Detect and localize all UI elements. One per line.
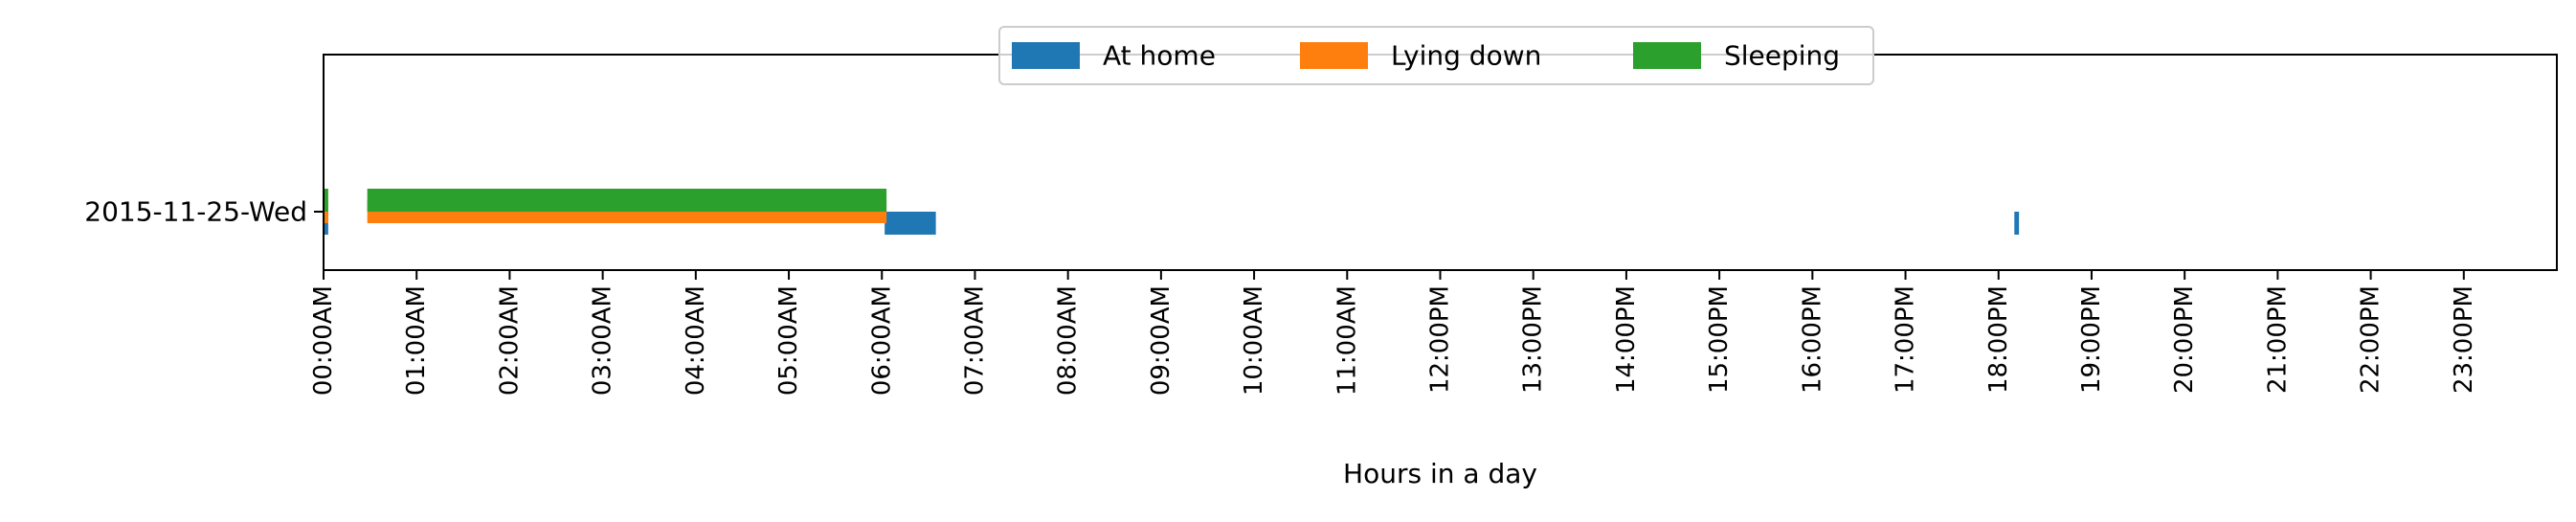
bar-marks bbox=[324, 189, 2020, 235]
bar-at-home-1 bbox=[885, 212, 936, 235]
x-tick-label: 06:00AM bbox=[867, 285, 896, 396]
x-tick-label: 21:00PM bbox=[2263, 285, 2292, 394]
x-tick-label: 11:00AM bbox=[1333, 285, 1361, 396]
x-tick-label: 17:00PM bbox=[1892, 285, 1920, 394]
x-tick-label: 00:00AM bbox=[309, 285, 338, 396]
bar-sleeping-1 bbox=[367, 189, 887, 212]
y-tick-label: 2015-11-25-Wed bbox=[84, 196, 307, 228]
x-tick-label: 16:00PM bbox=[1798, 285, 1826, 394]
bar-at-home-2 bbox=[2014, 212, 2020, 235]
y-axis-ticks: 2015-11-25-Wed bbox=[84, 196, 324, 228]
x-tick-label: 01:00AM bbox=[402, 285, 431, 396]
x-tick-label: 08:00AM bbox=[1054, 285, 1083, 396]
x-tick-label: 02:00AM bbox=[495, 285, 524, 396]
legend-label: Sleeping bbox=[1724, 40, 1840, 72]
legend-box bbox=[998, 26, 1874, 85]
bar-sleeping-0 bbox=[324, 189, 328, 212]
legend-swatch-lying-down bbox=[1300, 42, 1368, 69]
x-tick-label: 18:00PM bbox=[1984, 285, 2013, 394]
x-tick-label: 20:00PM bbox=[2170, 285, 2199, 394]
x-tick-label: 15:00PM bbox=[1705, 285, 1734, 394]
legend-swatch-sleeping bbox=[1633, 42, 1701, 69]
plot-frame bbox=[323, 54, 2558, 271]
x-tick-label: 07:00AM bbox=[960, 285, 989, 396]
legend-swatch-at-home bbox=[1012, 42, 1080, 69]
x-tick-label: 23:00PM bbox=[2450, 285, 2478, 394]
x-tick-label: 05:00AM bbox=[774, 285, 803, 396]
x-tick-label: 14:00PM bbox=[1612, 285, 1641, 394]
x-tick-label: 09:00AM bbox=[1147, 285, 1176, 396]
x-tick-label: 12:00PM bbox=[1426, 285, 1455, 394]
legend-label: Lying down bbox=[1391, 40, 1541, 72]
x-tick-label: 10:00AM bbox=[1240, 285, 1268, 396]
x-tick-label: 04:00AM bbox=[682, 285, 710, 396]
x-axis-ticks: 00:00AM 01:00AM 02:00AM 03:00AM 04:00AM 05:00… bbox=[309, 270, 2478, 396]
x-tick-label: 22:00PM bbox=[2357, 285, 2386, 394]
legend: At home Lying down Sleeping bbox=[998, 26, 1874, 85]
x-axis-label: Hours in a day bbox=[1343, 458, 1537, 489]
x-tick-label: 13:00PM bbox=[1519, 285, 1548, 394]
x-tick-label: 03:00AM bbox=[589, 285, 617, 396]
legend-label: At home bbox=[1103, 40, 1216, 72]
x-tick-label: 19:00PM bbox=[2077, 285, 2106, 394]
